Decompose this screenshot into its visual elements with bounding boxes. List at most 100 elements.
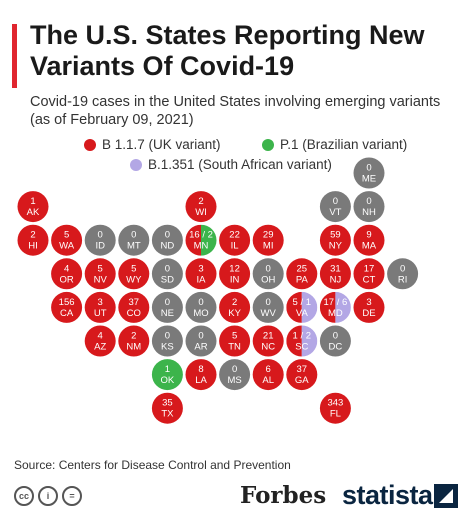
- state-value-wy: 5: [131, 263, 136, 274]
- state-value-mn: 16 / 2: [189, 230, 213, 241]
- state-tile-wi: 2WI: [185, 191, 217, 223]
- state-value-la: 8: [198, 364, 203, 375]
- state-value-nj: 31: [330, 263, 341, 274]
- state-abbr-de: DE: [362, 308, 375, 319]
- state-tile-ks: 0KS: [151, 325, 183, 357]
- state-circle-nh: [353, 191, 385, 223]
- state-circle-wv: [252, 291, 284, 323]
- state-abbr-mt: MT: [127, 241, 141, 252]
- state-value-ut: 3: [98, 297, 103, 308]
- state-circle-ok: [151, 359, 183, 391]
- state-tile-la: 8LA: [185, 359, 217, 391]
- state-value-va: 5 / 1: [293, 297, 312, 308]
- state-circle-mt: [118, 224, 150, 256]
- state-value-md: 17 / 6: [324, 297, 348, 308]
- creative-commons-icon[interactable]: cc: [14, 486, 34, 506]
- statista-logo[interactable]: statista: [342, 480, 433, 510]
- state-circle-tn: [219, 325, 251, 357]
- state-abbr-ks: KS: [161, 342, 174, 353]
- accent-bar: [12, 24, 17, 88]
- state-value-ar: 0: [198, 331, 203, 342]
- state-abbr-mn: MN: [194, 241, 209, 252]
- state-value-ma: 9: [366, 230, 371, 241]
- state-abbr-me: ME: [362, 174, 376, 185]
- state-circle-ky: [219, 291, 251, 323]
- state-circle-al: [252, 359, 284, 391]
- state-circle-il: [219, 224, 251, 256]
- legend-item-brazil: P.1 (Brazilian variant): [262, 137, 407, 152]
- state-abbr-nm: NM: [126, 342, 141, 353]
- state-value-sc: 1 / 2: [293, 331, 312, 342]
- state-value-dc: 0: [333, 331, 338, 342]
- state-abbr-az: AZ: [94, 342, 106, 353]
- state-value-ct: 17: [364, 263, 375, 274]
- state-value-al: 6: [266, 364, 271, 375]
- state-value-mo: 0: [198, 297, 203, 308]
- state-abbr-ut: UT: [94, 308, 107, 319]
- state-tile-mo: 0MO: [185, 291, 217, 323]
- state-abbr-ak: AK: [27, 207, 40, 218]
- state-circle-nm: [118, 325, 150, 357]
- state-value-co: 37: [129, 297, 140, 308]
- state-value-nc: 21: [263, 331, 274, 342]
- state-value-id: 0: [98, 230, 103, 241]
- state-abbr-ar: AR: [194, 342, 207, 353]
- state-abbr-id: ID: [95, 241, 105, 252]
- state-value-vt: 0: [333, 196, 338, 207]
- state-value-pa: 25: [297, 263, 308, 274]
- state-value-in: 12: [229, 263, 240, 274]
- state-tile-ms: 0MS: [219, 359, 251, 391]
- state-circle-wi: [185, 191, 217, 223]
- legend-label-brazil: P.1 (Brazilian variant): [280, 137, 408, 152]
- state-value-me: 0: [366, 163, 371, 174]
- state-tile-ky: 2KY: [219, 291, 251, 323]
- state-tile-az: 4AZ: [84, 325, 116, 357]
- state-value-ia: 3: [198, 263, 203, 274]
- attribution-icon[interactable]: i: [38, 486, 58, 506]
- state-abbr-ok: OK: [161, 375, 175, 386]
- state-circle-ut: [84, 291, 116, 323]
- state-value-mi: 29: [263, 230, 274, 241]
- state-half-left-sc: [286, 325, 302, 357]
- forbes-logo[interactable]: Forbes: [240, 482, 327, 509]
- state-circle-az: [84, 325, 116, 357]
- state-abbr-pa: PA: [296, 274, 309, 285]
- state-half-left-mn: [185, 224, 201, 256]
- state-abbr-va: VA: [296, 308, 309, 319]
- state-value-nv: 5: [98, 263, 103, 274]
- state-abbr-sd: SD: [161, 274, 174, 285]
- state-circle-mi: [252, 224, 284, 256]
- state-abbr-ny: NY: [329, 241, 343, 252]
- state-abbr-fl: FL: [330, 409, 341, 420]
- statista-logo-icon[interactable]: [434, 484, 458, 508]
- source-note: Source: Centers for Disease Control and …: [14, 458, 291, 472]
- state-half-left-va: [286, 291, 302, 323]
- state-circle-la: [185, 359, 217, 391]
- state-abbr-or: OR: [59, 274, 73, 285]
- no-derivatives-icon[interactable]: =: [62, 486, 82, 506]
- state-circle-nv: [84, 258, 116, 290]
- state-circle-co: [118, 291, 150, 323]
- state-abbr-il: IL: [231, 241, 239, 252]
- state-abbr-al: AL: [262, 375, 274, 386]
- state-circle-pa: [286, 258, 318, 290]
- state-value-nd: 0: [165, 230, 170, 241]
- state-tile-sd: 0SD: [151, 258, 183, 290]
- state-circle-ca: [51, 291, 83, 323]
- state-abbr-tn: TN: [228, 342, 241, 353]
- state-abbr-sc: SC: [295, 342, 308, 353]
- state-circle-id: [84, 224, 116, 256]
- state-half-right-sc: [301, 325, 318, 357]
- state-value-oh: 0: [266, 263, 271, 274]
